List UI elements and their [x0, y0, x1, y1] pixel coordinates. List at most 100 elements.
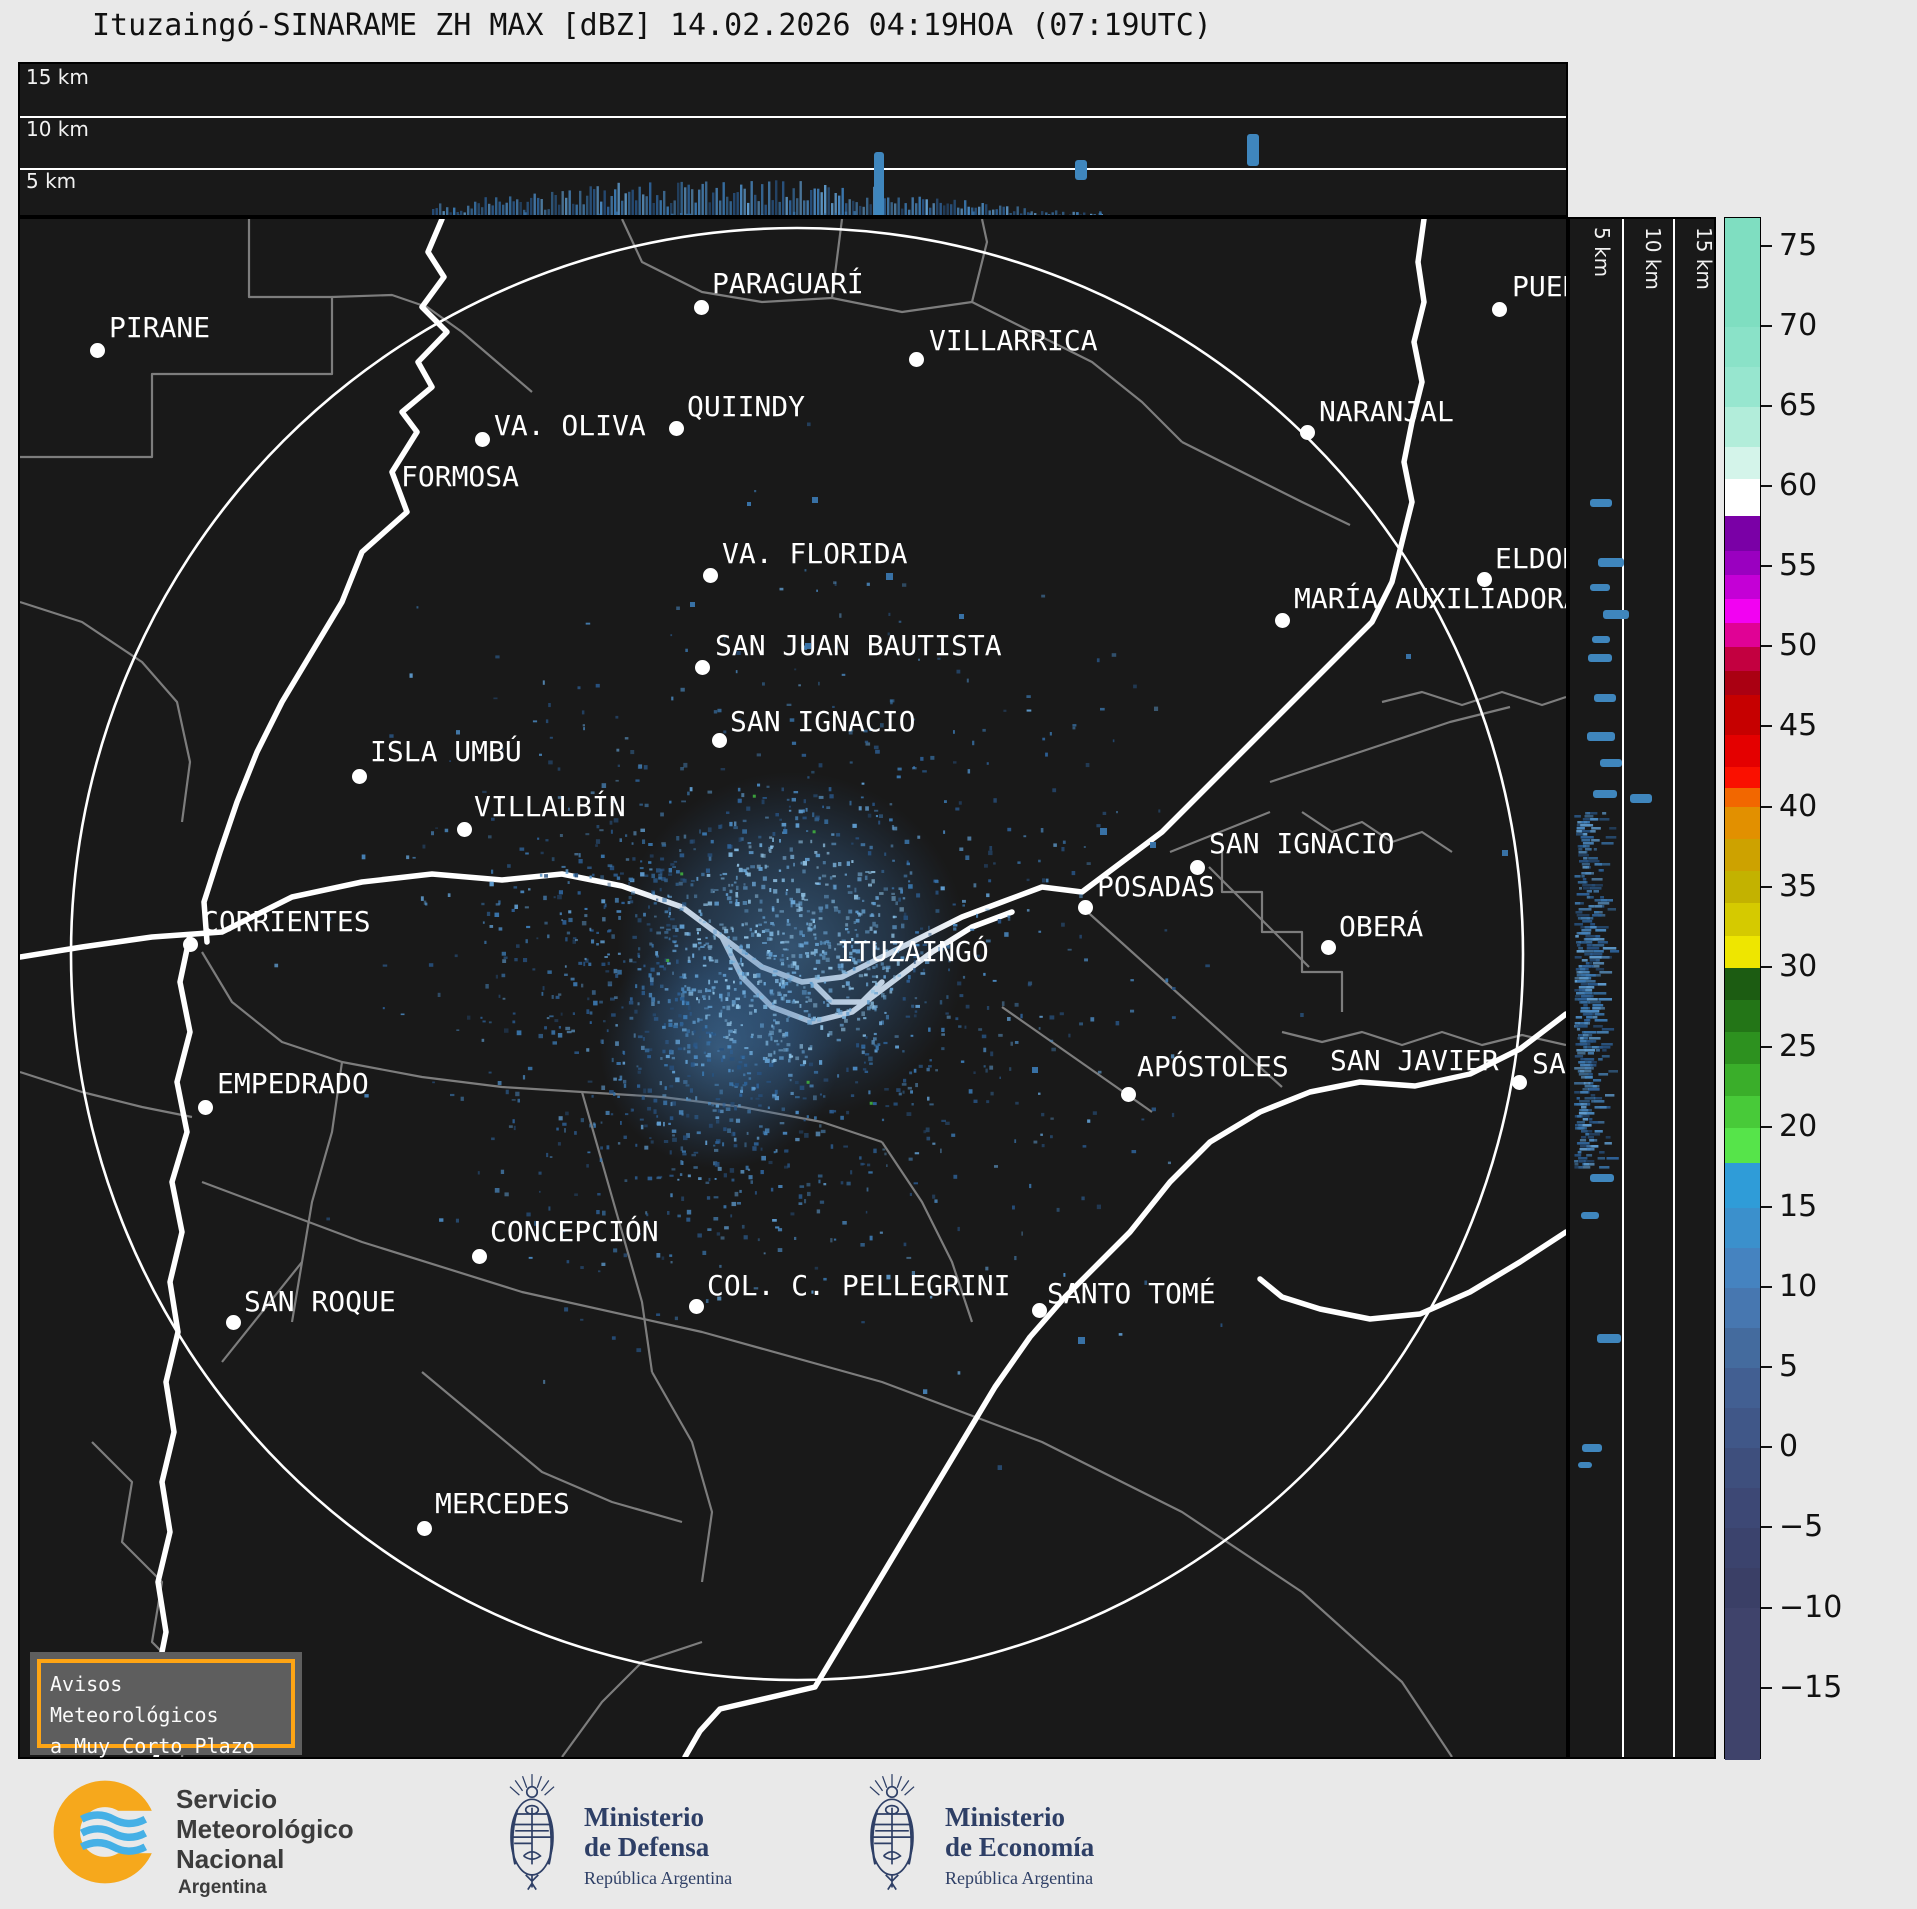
profile-bar — [1023, 208, 1026, 215]
city-dot — [183, 937, 198, 952]
echo-speck — [679, 996, 685, 1001]
echo-speck — [1041, 594, 1046, 598]
echo-speck — [924, 1001, 927, 1004]
colorbar-segment — [1725, 1568, 1760, 1609]
echo-speck-isolated — [1078, 1337, 1085, 1344]
range-circle — [69, 226, 1525, 1682]
echo-speck — [885, 1014, 889, 1020]
echo-speck — [738, 1104, 741, 1107]
echo-speck — [656, 1313, 661, 1316]
profile-dash — [1593, 1079, 1602, 1082]
echo-speck — [687, 1044, 691, 1049]
echo-speck — [861, 1050, 865, 1055]
echo-speck — [744, 1142, 747, 1148]
echo-speck — [826, 806, 831, 809]
echo-speck — [774, 1039, 779, 1043]
echo-speck — [994, 1165, 998, 1168]
echo-speck — [892, 859, 895, 862]
echo-speck — [868, 1090, 871, 1095]
profile-bar — [887, 197, 890, 215]
profile-dash — [1579, 887, 1582, 890]
echo-speck — [798, 840, 803, 844]
echo-speck — [766, 956, 772, 960]
echo-speck — [899, 907, 904, 912]
echo-speck — [447, 893, 451, 897]
echo-speck — [869, 845, 873, 850]
echo-speck — [872, 921, 876, 927]
echo-speck-green — [869, 1101, 873, 1105]
echo-speck — [683, 762, 688, 768]
echo-speck — [482, 921, 485, 924]
echo-speck — [1052, 788, 1057, 793]
echo-speck — [1081, 1196, 1085, 1201]
echo-speck — [728, 852, 733, 857]
profile-bar — [705, 181, 708, 215]
echo-speck — [746, 1131, 749, 1135]
echo-speck — [968, 1089, 973, 1094]
echo-speck — [781, 980, 785, 985]
echo-speck — [1007, 917, 1011, 921]
echo-speck — [873, 930, 877, 934]
profile-bar — [960, 208, 963, 215]
colorbar-segment — [1725, 1247, 1760, 1288]
profile-bar — [530, 197, 533, 215]
profile-bar — [484, 197, 487, 215]
profile-bar — [652, 203, 655, 215]
echo-speck — [703, 1051, 706, 1054]
echo-speck — [757, 783, 761, 787]
economia-title-line2: de Economía — [945, 1832, 1095, 1862]
echo-speck — [840, 963, 844, 968]
echo-speck — [926, 1136, 931, 1141]
profile-dash — [1579, 1034, 1583, 1037]
profile-dash — [1585, 872, 1594, 875]
profile-bar — [803, 200, 806, 215]
echo-speck — [723, 1036, 726, 1039]
echo-speck — [656, 955, 659, 958]
height-line-5km-v — [1622, 219, 1624, 1757]
echo-speck — [744, 869, 747, 873]
echo-speck — [705, 1054, 709, 1058]
echo-speck — [734, 1106, 737, 1111]
echo-speck — [609, 820, 613, 825]
profile-bar — [453, 207, 456, 215]
echo-speck — [874, 809, 879, 812]
profile-bar — [806, 200, 809, 215]
echo-speck — [881, 993, 885, 998]
echo-speck — [1014, 1041, 1019, 1044]
echo-speck — [814, 882, 819, 885]
colorbar-tick-label: −15 — [1779, 1669, 1843, 1705]
echo-speck — [867, 1163, 871, 1167]
echo-speck — [920, 927, 924, 930]
echo-speck — [1045, 878, 1049, 883]
echo-speck — [659, 868, 665, 872]
echo-speck — [875, 749, 880, 754]
echo-speck — [937, 657, 941, 660]
echo-speck — [584, 914, 588, 918]
echo-speck — [731, 1131, 735, 1137]
echo-speck — [751, 1033, 754, 1036]
profile-dash — [1581, 875, 1585, 878]
echo-speck — [883, 995, 887, 1000]
echo-speck — [1141, 1118, 1145, 1121]
echo-speck — [771, 1059, 774, 1063]
echo-speck — [526, 925, 531, 929]
echo-speck — [514, 958, 518, 962]
profile-dash — [1583, 950, 1594, 953]
echo-speck — [717, 1166, 722, 1171]
echo-speck — [1062, 840, 1066, 844]
echo-speck — [1061, 922, 1065, 927]
profile-blip — [1592, 636, 1610, 643]
echo-speck — [710, 839, 714, 844]
profile-blip — [1578, 1462, 1592, 1468]
echo-speck — [722, 887, 726, 891]
profile-bar — [666, 206, 669, 215]
profile-bar — [680, 181, 683, 215]
profile-bar — [911, 197, 914, 215]
echo-speck — [532, 968, 536, 971]
echo-speck — [781, 878, 785, 883]
echo-speck — [559, 834, 563, 837]
echo-speck — [693, 1042, 698, 1048]
echo-speck — [591, 1094, 594, 1098]
echo-speck — [970, 928, 975, 931]
echo-speck — [903, 1078, 907, 1083]
